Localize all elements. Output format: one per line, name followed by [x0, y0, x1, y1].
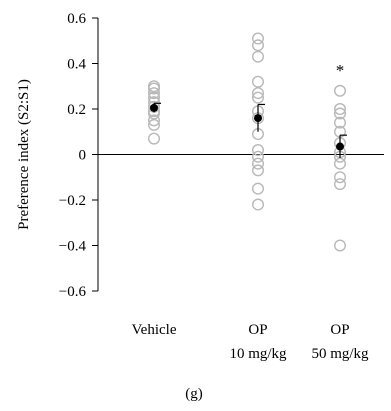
y-tick-label: −0.2: [59, 193, 86, 209]
y-tick-label: −0.6: [59, 284, 87, 300]
data-point: [334, 107, 347, 120]
mean-marker: [254, 114, 262, 123]
x-category-label: OP: [248, 322, 267, 338]
data-point: [334, 239, 347, 252]
data-point: [251, 91, 264, 104]
significance-annotation: *: [336, 61, 345, 80]
data-point: [251, 143, 264, 156]
data-point: [251, 39, 264, 52]
data-point: [147, 118, 160, 131]
data-point: [147, 87, 160, 100]
data-point: [251, 150, 264, 163]
panel-label: (g): [185, 386, 203, 402]
data-point: [251, 32, 264, 45]
data-point: [251, 75, 264, 88]
y-tick-label: 0.4: [67, 57, 86, 73]
data-point: [251, 198, 264, 211]
data-point: [251, 50, 264, 63]
data-point: [334, 102, 347, 115]
y-tick-label: −0.4: [59, 239, 87, 255]
x-category-label: 10 mg/kg: [229, 346, 287, 362]
x-category-label: 50 mg/kg: [311, 346, 369, 362]
data-point: [251, 157, 264, 170]
data-point: [251, 182, 264, 195]
data-point: [251, 164, 264, 177]
y-axis-label: Preference index (S2:S1): [16, 79, 32, 230]
group-1: Vehicle: [132, 80, 177, 338]
data-point: [334, 84, 347, 97]
data-point: [147, 114, 160, 127]
group-3: * OP 50 mg/kg: [311, 61, 369, 362]
group-2: OP 10 mg/kg: [229, 32, 287, 362]
data-point: [251, 87, 264, 100]
data-point: [334, 157, 347, 170]
mean-marker: [150, 103, 158, 112]
x-category-label: Vehicle: [132, 322, 177, 338]
x-category-label: OP: [330, 322, 349, 338]
mean-marker: [336, 142, 344, 151]
data-point: [147, 82, 160, 95]
data-point: [334, 116, 347, 129]
data-point: [334, 171, 347, 184]
data-point: [147, 132, 160, 145]
y-tick-label: 0.6: [67, 11, 86, 27]
y-tick-label: 0: [79, 148, 87, 164]
data-point: [334, 178, 347, 191]
y-tick-label: 0.2: [67, 102, 86, 118]
